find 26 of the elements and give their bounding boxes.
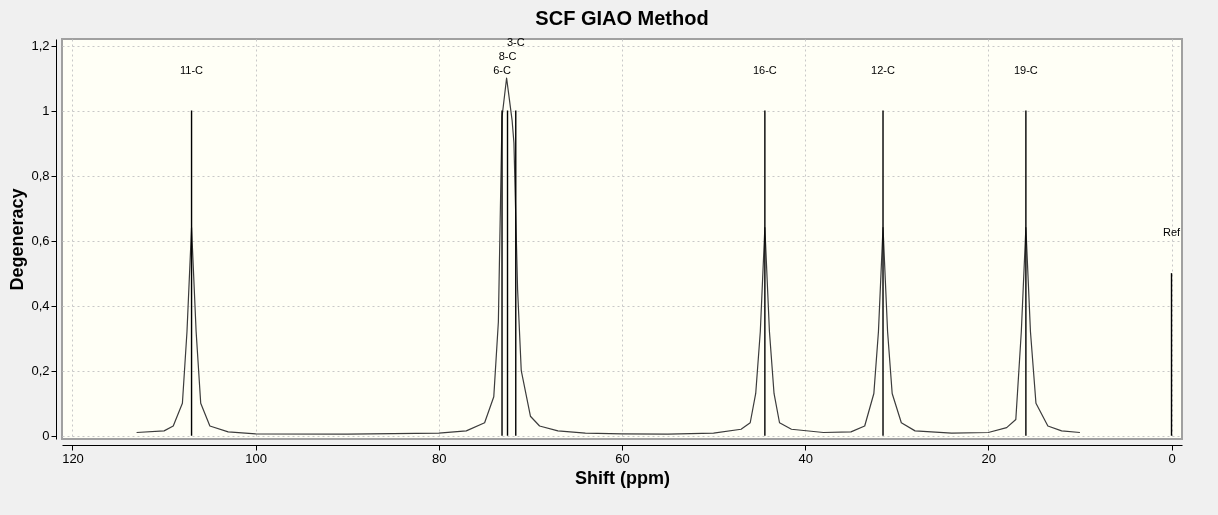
y-tick-label: 0,2 bbox=[31, 363, 50, 379]
annotation: 19-C bbox=[1013, 63, 1038, 76]
annotation: 16-C bbox=[752, 63, 777, 76]
x-tick-label: 80 bbox=[432, 450, 447, 466]
x-axis-title: Shift (ppm) bbox=[575, 467, 670, 488]
y-tick-label: 0,8 bbox=[31, 168, 50, 184]
line-series bbox=[136, 77, 1081, 435]
y-axis-title: Degeneracy bbox=[7, 188, 28, 291]
x-tick-label: 40 bbox=[798, 450, 813, 466]
annotation: 3-C bbox=[506, 35, 525, 48]
chart-title: SCF GIAO Method bbox=[535, 6, 709, 29]
y-tick-label: 1,2 bbox=[31, 38, 50, 53]
annotation: Ref bbox=[1162, 226, 1181, 239]
x-tick-label: 0 bbox=[1168, 450, 1176, 466]
x-tick-label: 60 bbox=[615, 450, 630, 466]
annotation: 11-C bbox=[180, 63, 204, 76]
y-tick-label: 0 bbox=[42, 428, 50, 444]
x-tick-label: 20 bbox=[981, 450, 997, 466]
y-tick-label: 0,4 bbox=[31, 298, 50, 314]
y-tick-label: 0,6 bbox=[31, 233, 50, 249]
y-tick-label: 1 bbox=[42, 103, 50, 119]
annotation: 6-C bbox=[493, 63, 511, 76]
x-tick-label: 100 bbox=[245, 450, 268, 466]
annotation: 8-C bbox=[498, 49, 517, 62]
x-tick-label: 120 bbox=[62, 450, 84, 466]
annotation: 12-C bbox=[871, 63, 895, 76]
